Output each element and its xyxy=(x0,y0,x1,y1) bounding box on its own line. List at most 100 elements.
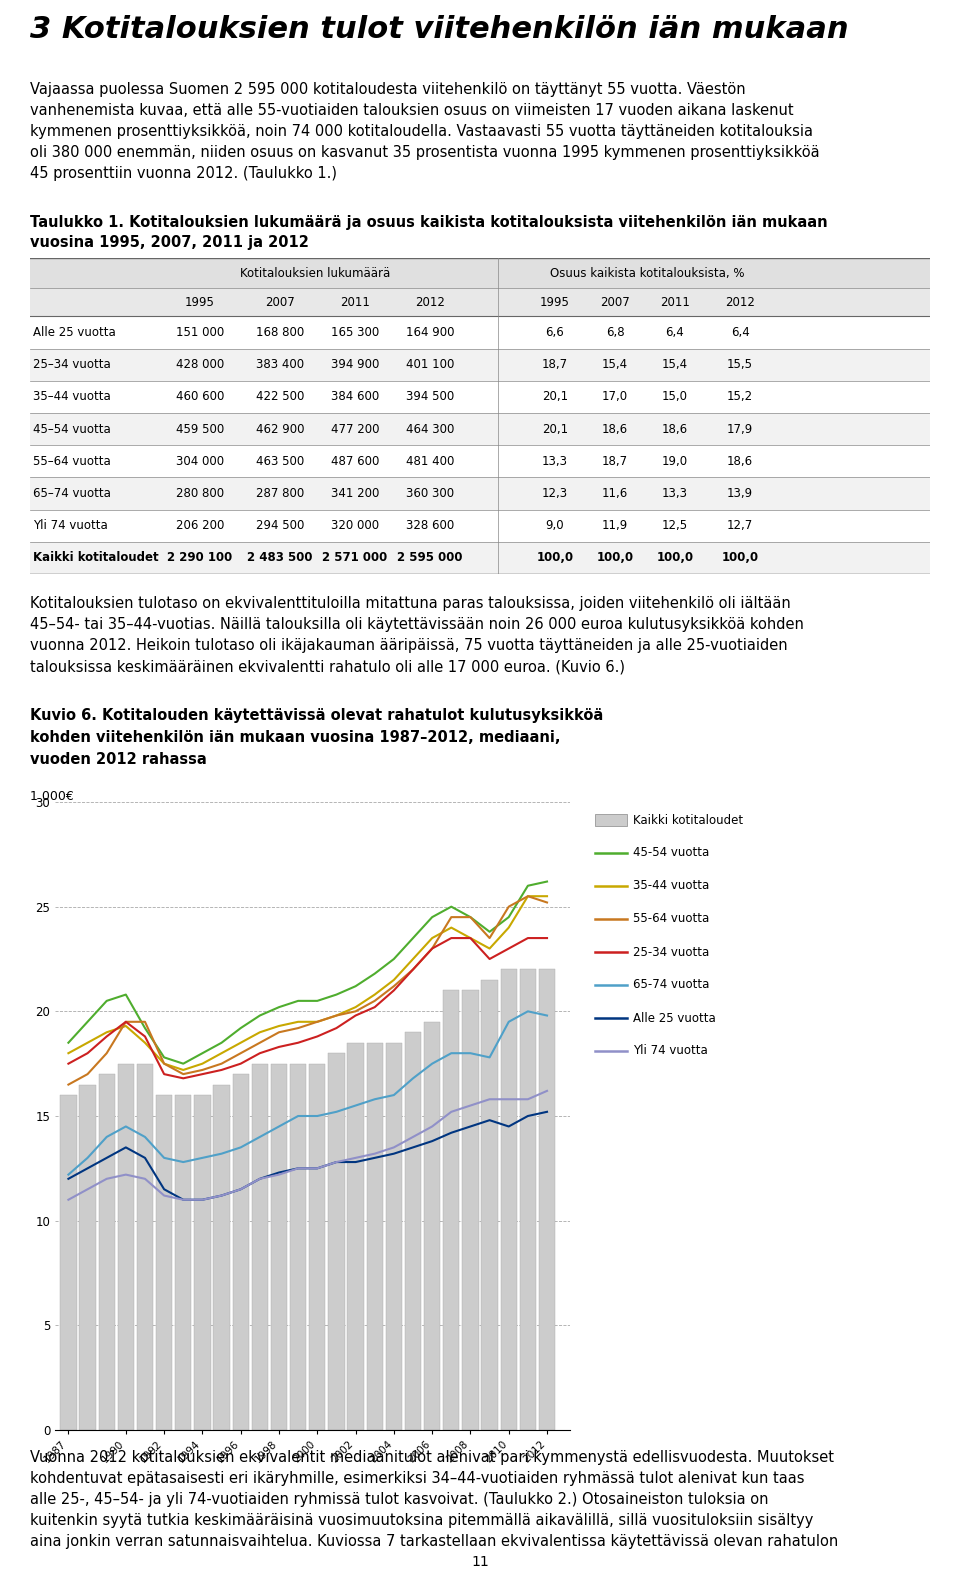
Bar xyxy=(539,970,555,1431)
Text: 18,6: 18,6 xyxy=(727,454,753,468)
Text: 100,0: 100,0 xyxy=(657,552,693,564)
Text: Vajaassa puolessa Suomen 2 595 000 kotitaloudesta viitehenkilö on täyttänyt 55 v: Vajaassa puolessa Suomen 2 595 000 kotit… xyxy=(30,82,746,97)
Bar xyxy=(290,1064,306,1431)
Text: 481 400: 481 400 xyxy=(406,454,454,468)
Text: 45–54 vuotta: 45–54 vuotta xyxy=(33,423,110,435)
Bar xyxy=(30,413,930,445)
Bar xyxy=(424,1022,441,1431)
Text: 18,6: 18,6 xyxy=(662,423,688,435)
Text: 100,0: 100,0 xyxy=(537,552,573,564)
Text: 320 000: 320 000 xyxy=(331,519,379,533)
Bar xyxy=(30,288,930,316)
Text: 383 400: 383 400 xyxy=(256,358,304,371)
Text: Alle 25 vuotta: Alle 25 vuotta xyxy=(633,1011,716,1025)
Bar xyxy=(252,1064,268,1431)
Text: 45–54- tai 35–44-vuotias. Näillä talouksilla oli käytettävissään noin 26 000 eur: 45–54- tai 35–44-vuotias. Näillä talouks… xyxy=(30,616,804,632)
Text: 13,9: 13,9 xyxy=(727,487,753,500)
Bar xyxy=(80,1085,96,1431)
Bar xyxy=(60,1096,77,1431)
Bar xyxy=(118,1064,134,1431)
Text: 3 Kotitalouksien tulot viitehenkilön iän mukaan: 3 Kotitalouksien tulot viitehenkilön iän… xyxy=(30,16,849,44)
Text: 464 300: 464 300 xyxy=(406,423,454,435)
Text: 65–74 vuotta: 65–74 vuotta xyxy=(33,487,110,500)
Text: 6,4: 6,4 xyxy=(665,325,684,340)
Text: Kotitalouksien lukumäärä: Kotitalouksien lukumäärä xyxy=(240,267,390,280)
Text: 100,0: 100,0 xyxy=(596,552,634,564)
Text: 65-74 vuotta: 65-74 vuotta xyxy=(633,978,709,992)
Bar xyxy=(271,1064,287,1431)
Text: 460 600: 460 600 xyxy=(176,390,225,404)
Bar xyxy=(500,970,516,1431)
Bar xyxy=(232,1074,249,1431)
Text: 1995: 1995 xyxy=(185,296,215,308)
Text: Kuvio 6. Kotitalouden käytettävissä olevat rahatulot kulutusyksikköä: Kuvio 6. Kotitalouden käytettävissä olev… xyxy=(30,707,603,723)
Text: 168 800: 168 800 xyxy=(256,325,304,340)
Text: 2 483 500: 2 483 500 xyxy=(248,552,313,564)
Text: 165 300: 165 300 xyxy=(331,325,379,340)
Text: 18,7: 18,7 xyxy=(602,454,628,468)
Text: 2012: 2012 xyxy=(415,296,444,308)
Bar xyxy=(348,1042,364,1431)
Text: 6,8: 6,8 xyxy=(606,325,624,340)
Text: 15,4: 15,4 xyxy=(602,358,628,371)
Text: 422 500: 422 500 xyxy=(255,390,304,404)
Text: vuonna 2012. Heikoin tulotaso oli ikäjakauman ääripäissä, 75 vuotta täyttäneiden: vuonna 2012. Heikoin tulotaso oli ikäjak… xyxy=(30,638,787,652)
Text: Taulukko 1. Kotitalouksien lukumäärä ja osuus kaikista kotitalouksista viitehenk: Taulukko 1. Kotitalouksien lukumäärä ja … xyxy=(30,215,828,230)
Text: 35–44 vuotta: 35–44 vuotta xyxy=(33,390,110,404)
Text: 13,3: 13,3 xyxy=(542,454,568,468)
Text: 328 600: 328 600 xyxy=(406,519,454,533)
Text: 459 500: 459 500 xyxy=(176,423,224,435)
Text: 20,1: 20,1 xyxy=(542,390,568,404)
Text: 384 600: 384 600 xyxy=(331,390,379,404)
Text: 11,9: 11,9 xyxy=(602,519,628,533)
Text: 2012: 2012 xyxy=(725,296,755,308)
Text: kuitenkin syytä tutkia keskimääräisinä vuosimuutoksina pitemmällä aikavälillä, s: kuitenkin syytä tutkia keskimääräisinä v… xyxy=(30,1512,813,1528)
Text: 206 200: 206 200 xyxy=(176,519,225,533)
Bar xyxy=(137,1064,153,1431)
Bar xyxy=(30,349,930,380)
Text: oli 380 000 enemmän, niiden osuus on kasvanut 35 prosentista vuonna 1995 kymmene: oli 380 000 enemmän, niiden osuus on kas… xyxy=(30,145,820,160)
Text: 394 500: 394 500 xyxy=(406,390,454,404)
Text: 35-44 vuotta: 35-44 vuotta xyxy=(633,879,709,893)
Text: 487 600: 487 600 xyxy=(331,454,379,468)
Text: Vuonna 2012 kotitalouksien ekvivalentit mediaanitulot alenivat pari kymmenystä e: Vuonna 2012 kotitalouksien ekvivalentit … xyxy=(30,1449,834,1465)
Text: 9,0: 9,0 xyxy=(545,519,564,533)
Bar xyxy=(482,979,497,1431)
Text: 2011: 2011 xyxy=(660,296,690,308)
Text: 15,5: 15,5 xyxy=(727,358,753,371)
Bar xyxy=(519,970,536,1431)
Text: 341 200: 341 200 xyxy=(331,487,379,500)
Text: 462 900: 462 900 xyxy=(255,423,304,435)
Text: Yli 74 vuotta: Yli 74 vuotta xyxy=(33,519,108,533)
Text: kohdentuvat epätasaisesti eri ikäryhmille, esimerkiksi 34–44-vuotiaiden ryhmässä: kohdentuvat epätasaisesti eri ikäryhmill… xyxy=(30,1471,804,1486)
Bar xyxy=(386,1042,402,1431)
Bar xyxy=(175,1096,191,1431)
Bar xyxy=(30,542,930,574)
Text: 164 900: 164 900 xyxy=(406,325,454,340)
Text: 428 000: 428 000 xyxy=(176,358,224,371)
Text: Kaikki kotitaloudet: Kaikki kotitaloudet xyxy=(633,813,743,827)
Text: Osuus kaikista kotitalouksista, %: Osuus kaikista kotitalouksista, % xyxy=(550,267,745,280)
Text: 12,5: 12,5 xyxy=(662,519,688,533)
Bar xyxy=(367,1042,383,1431)
Bar xyxy=(156,1096,172,1431)
Text: 2007: 2007 xyxy=(600,296,630,308)
Text: 1995: 1995 xyxy=(540,296,570,308)
Bar xyxy=(194,1096,210,1431)
Text: 18,6: 18,6 xyxy=(602,423,628,435)
Text: 15,4: 15,4 xyxy=(662,358,688,371)
Text: Yli 74 vuotta: Yli 74 vuotta xyxy=(633,1044,708,1058)
Text: 12,7: 12,7 xyxy=(727,519,754,533)
Text: 15,2: 15,2 xyxy=(727,390,753,404)
Text: 2 290 100: 2 290 100 xyxy=(167,552,232,564)
Text: 15,0: 15,0 xyxy=(662,390,688,404)
Text: 6,6: 6,6 xyxy=(545,325,564,340)
Bar xyxy=(328,1053,345,1431)
Bar xyxy=(99,1074,115,1431)
Bar xyxy=(463,990,479,1431)
Text: talouksissa keskimääräinen ekvivalentti rahatulo oli alle 17 000 euroa. (Kuvio 6: talouksissa keskimääräinen ekvivalentti … xyxy=(30,659,625,674)
Text: vuosina 1995, 2007, 2011 ja 2012: vuosina 1995, 2007, 2011 ja 2012 xyxy=(30,234,309,250)
Text: 18,7: 18,7 xyxy=(542,358,568,371)
Text: 25–34 vuotta: 25–34 vuotta xyxy=(33,358,110,371)
Text: vuoden 2012 rahassa: vuoden 2012 rahassa xyxy=(30,751,206,767)
